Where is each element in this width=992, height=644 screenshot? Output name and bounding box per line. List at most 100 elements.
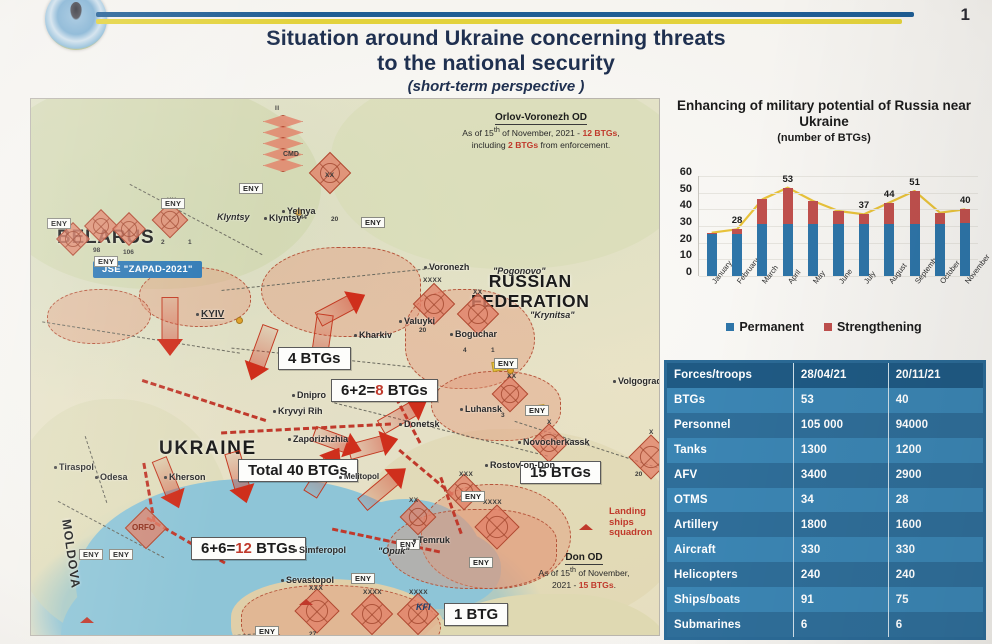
city-label: Rostov-on-Don (485, 460, 555, 470)
forces-table: Forces/troops 28/04/21 20/11/21 BTGs 53 40 Per… (667, 363, 983, 637)
table-cell: BTGs (667, 387, 794, 413)
chart-bar (833, 176, 844, 276)
chart-bar (731, 176, 743, 276)
unit-number: 28 (363, 635, 370, 636)
city-label: Valuyki (398, 316, 436, 326)
chart-bar (909, 176, 920, 276)
unit-echelon-label: XX (409, 497, 419, 504)
callout-6-6-12-btgs: 6+6=12 BTGs (191, 537, 307, 560)
unit-number: 1 (491, 347, 495, 354)
table-cell: Helicopters (667, 562, 794, 588)
chart-bar-segment-permanent (858, 224, 869, 276)
chart-legend-swatch-icon (726, 323, 735, 331)
ministry-emblem-icon (45, 0, 107, 50)
threat-zone-bryansk (261, 247, 421, 337)
unit-echelon-label: XXXX (423, 277, 442, 284)
unit-number: 144 (296, 214, 307, 221)
chart-y-axis: 60 50 40 30 20 10 0 (664, 166, 696, 280)
table-cell: 28 (888, 487, 983, 513)
unit-number: 20 (419, 327, 427, 334)
table-cell: 53 (793, 387, 889, 413)
table-row: OTMS 34 28 (667, 487, 983, 513)
chart-bar-segment-strengthening (808, 201, 819, 225)
eny-tag: ENY (47, 218, 72, 229)
chart-bar (757, 176, 768, 276)
city-label: Kherson (164, 472, 206, 482)
city-label: Boguchar (449, 329, 498, 339)
chart-bar-segment-permanent (909, 224, 920, 276)
unit-number: 20 (331, 216, 339, 223)
city-label: Temruk (413, 535, 450, 545)
unit-echelon-label: X (649, 429, 654, 436)
unit-number: 3 (501, 412, 505, 419)
eny-tag: ENY (255, 626, 280, 635)
unit-number: 40 (409, 635, 416, 636)
chart-subtitle: (number of BTGs) (777, 131, 871, 144)
table-row: BTGs 53 40 (667, 387, 983, 413)
chart-legend-item[interactable]: Strengthening (823, 320, 922, 334)
table-cell: 94000 (888, 412, 983, 438)
table-column-header: 28/04/21 (793, 363, 889, 388)
table-cell: 330 (793, 537, 889, 563)
unit-echelon-label: II (275, 105, 280, 112)
city-label: Kharkiv (353, 330, 393, 340)
chart-legend-label: Strengthening (836, 320, 922, 334)
terrain-blob (331, 99, 659, 269)
od-note-don: Don OD As of 15th of November, 2021 - 15… (499, 547, 659, 592)
city-label-kyiv: KYIV (195, 309, 225, 320)
city-label: Klyntsy (264, 213, 302, 223)
od-line-1: As of 15th of November, (538, 566, 630, 578)
eny-tag: ENY (109, 549, 134, 560)
chart-y-tick: 10 (679, 249, 692, 262)
city-label: Dnipro (292, 390, 326, 400)
eny-tag: ENY (469, 557, 494, 568)
unit-echelon-label: X (547, 419, 552, 426)
table-cell: 105 000 (793, 412, 889, 438)
city-label: Simferopol (293, 545, 347, 555)
chart-plot-area: January February March April May June July Augu… (698, 173, 992, 286)
header-rule-yellow (96, 19, 902, 24)
table-cell: Personnel (667, 412, 794, 438)
chart-data-label: 44 (883, 188, 895, 200)
unit-echelon-label: XX (473, 289, 483, 296)
table-cell: Ships/boats (667, 587, 794, 613)
chart-bar (858, 176, 869, 276)
chart-bar-segment-strengthening (934, 212, 946, 225)
unit-number: 2 (161, 239, 165, 246)
table-cell: 40 (888, 387, 983, 413)
page-title: Situation around Ukraine concerning thre… (0, 26, 992, 95)
chart-bar-segment-strengthening (731, 229, 743, 235)
city-label: Volgograd (613, 376, 660, 386)
chart-y-tick: 50 (679, 182, 692, 195)
city-label: Yelnya (282, 206, 316, 216)
callout-total-40-btgs: Total 40 BTGs (238, 459, 358, 482)
city-label: "Pogonovo" (493, 266, 546, 276)
table-column-header: Forces/troops (667, 363, 794, 388)
table-cell: 1600 (888, 512, 983, 538)
eny-tag: ENY (79, 549, 104, 560)
unit-echelon-label: XX (507, 373, 517, 380)
chart-y-tick: 20 (679, 232, 692, 245)
threat-zone-brest (47, 289, 151, 344)
chart-bar (960, 176, 971, 276)
chart-gridline (699, 209, 978, 211)
od-line-2: including 2 BTGs from enforcement. (471, 140, 611, 151)
chart-bar-segment-permanent (706, 234, 717, 276)
unit-echelon-label: XXXX (363, 589, 382, 596)
chart-data-label: 53 (782, 173, 794, 185)
eny-tag: ENY (525, 405, 550, 416)
table-cell: 75 (888, 587, 983, 613)
table-cell: Submarines (667, 612, 794, 637)
callout-6-2-8-btgs: 6+2=8 BTGs (331, 379, 438, 402)
chart-bar-segment-permanent (757, 224, 768, 276)
eny-tag: ENY (239, 183, 264, 194)
chart-legend-item[interactable]: Permanent (726, 320, 804, 334)
chart-data-label: 28 (731, 215, 743, 227)
chart-bar-segment-strengthening (960, 209, 971, 223)
title-line-2: to the national security (377, 51, 615, 76)
eny-tag: ENY (494, 358, 519, 369)
frontline-border (221, 422, 391, 435)
chart-bar-segment-strengthening (884, 202, 895, 225)
table-column-header: 20/11/21 (888, 363, 983, 388)
table-row: Personnel 105 000 94000 (667, 412, 983, 438)
